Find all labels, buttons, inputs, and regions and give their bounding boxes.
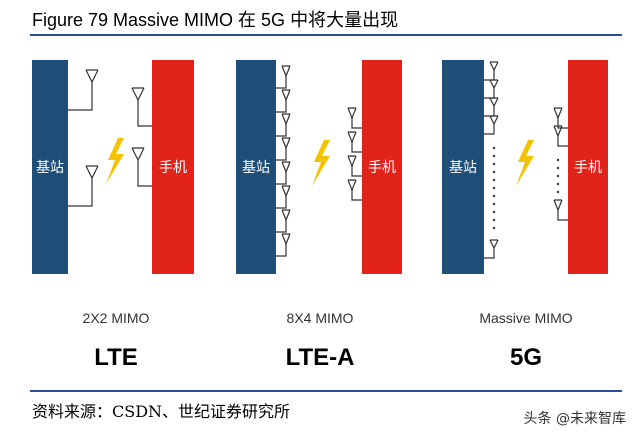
base-station-block: [442, 60, 484, 274]
antenna-icon: [553, 107, 568, 221]
panel-caption: 2X2 MIMO: [82, 310, 150, 326]
phone-label: 手机: [574, 160, 602, 176]
antenna-icon: [68, 69, 99, 207]
antenna-icon: [484, 61, 499, 259]
panel-caption: Massive MIMO: [479, 310, 573, 326]
footer-rule: [30, 390, 622, 392]
lightning-icon: [312, 140, 330, 186]
phone-block: [568, 60, 608, 274]
technology-label: LTE: [94, 344, 138, 371]
figure-title: Figure 79 Massive MIMO 在 5G 中将大量出现: [32, 10, 399, 30]
panel-5g: 基站 手机: [442, 60, 608, 274]
lightning-icon: [106, 138, 124, 184]
phone-block: [152, 60, 194, 274]
phone-label: 手机: [159, 160, 187, 176]
panel-lte-a: 基站 手机: [236, 60, 402, 274]
technology-label: 5G: [509, 344, 542, 371]
antenna-icon: [347, 107, 362, 201]
title-rule: [30, 34, 622, 36]
base-station-label: 基站: [36, 159, 64, 176]
base-station-block: [236, 60, 276, 274]
ellipsis-dots: [492, 146, 496, 230]
panel-lte: 基站 手机: [32, 60, 194, 274]
ellipsis-dots: [556, 158, 560, 194]
base-station-label: 基站: [242, 159, 270, 176]
base-station-label: 基站: [449, 159, 477, 176]
lightning-icon: [516, 140, 534, 186]
antenna-icon: [276, 65, 291, 257]
antenna-icon: [131, 87, 152, 187]
watermark: 头条 @未来智库: [523, 411, 626, 427]
phone-block: [362, 60, 402, 274]
panel-caption: 8X4 MIMO: [286, 310, 354, 326]
source-note: 资料来源：CSDN、世纪证券研究所: [32, 402, 291, 421]
technology-label: LTE-A: [285, 344, 355, 371]
phone-label: 手机: [368, 160, 396, 176]
base-station-block: [32, 60, 68, 274]
